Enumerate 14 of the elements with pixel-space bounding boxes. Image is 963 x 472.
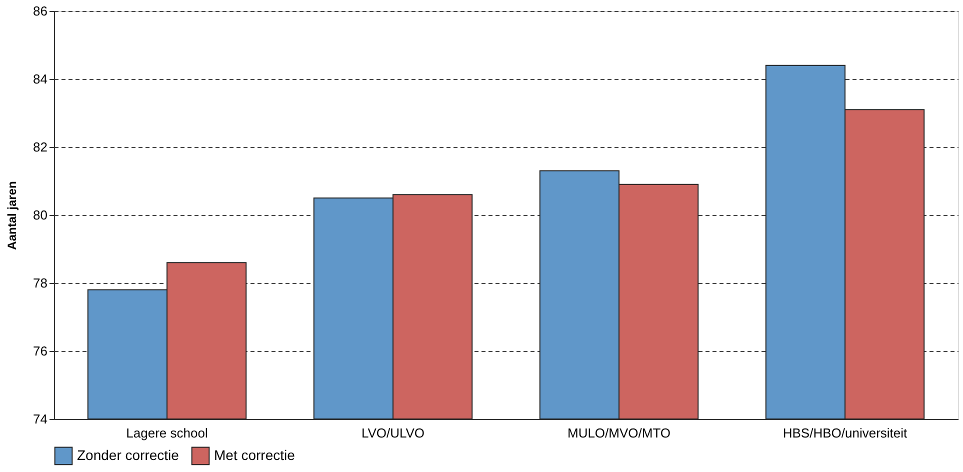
y-axis-title: Aantal jaren: [5, 181, 20, 250]
x-tick-label: Lagere school: [126, 426, 208, 440]
y-tick-label: 84: [33, 72, 48, 86]
y-tick-label: 74: [33, 412, 48, 426]
y-tick-label: 86: [33, 4, 48, 18]
y-tick-label: 80: [33, 208, 48, 222]
x-tick-label: LVO/ULVO: [361, 426, 425, 440]
x-tick-label: MULO/MVO/MTO: [567, 426, 671, 440]
y-tick-label: 76: [33, 344, 48, 358]
y-tick-label: 78: [33, 276, 48, 290]
y-tick-label: 82: [33, 140, 48, 154]
legend-label: Zonder correctie: [77, 446, 180, 463]
legend-label: Met correctie: [214, 446, 296, 463]
x-tick-label: HBS/HBO/universiteit: [782, 426, 908, 440]
